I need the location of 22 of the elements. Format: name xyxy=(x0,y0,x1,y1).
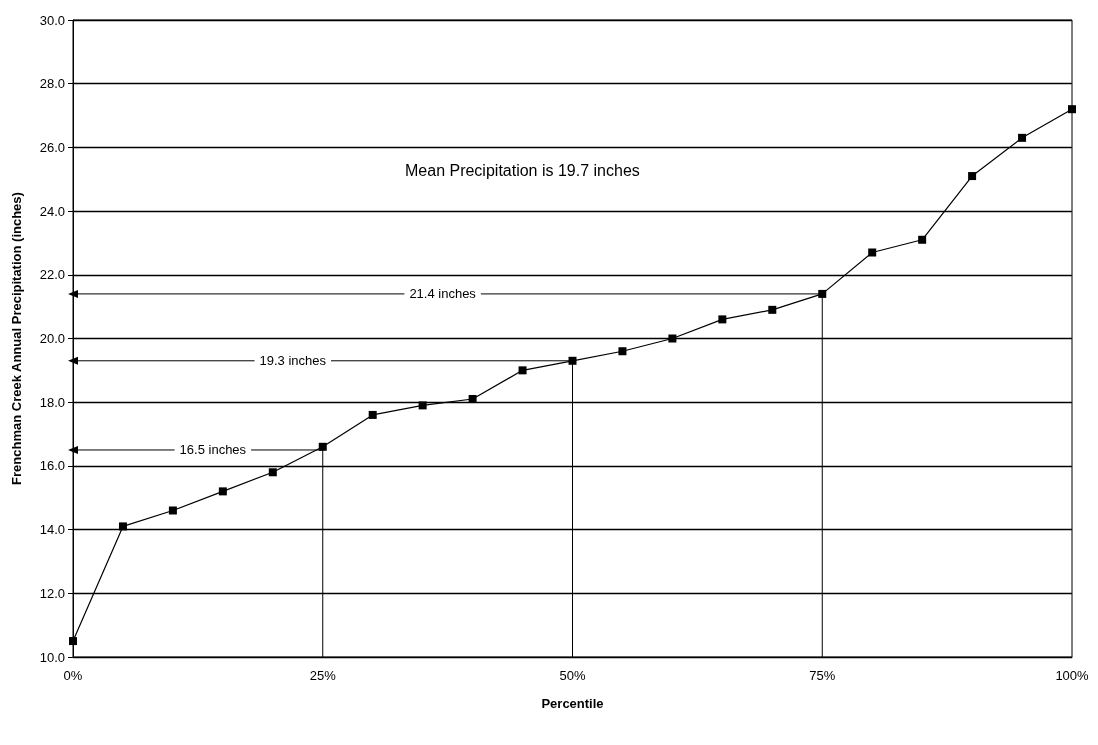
annotation: 21.4 inches xyxy=(409,286,477,302)
y-tick-label: 14.0 xyxy=(39,522,65,538)
y-tick-label: 22.0 xyxy=(39,267,65,283)
y-axis-title: Frenchman Creek Annual Precipitation (inches) xyxy=(9,192,24,485)
x-tick-label: 75% xyxy=(809,668,836,683)
x-tick-label: 50% xyxy=(559,668,586,683)
y-tick-label: 20.0 xyxy=(39,331,65,346)
x-tick-label: 100% xyxy=(1055,668,1090,683)
annotation: 16.5 inches xyxy=(179,442,247,458)
x-tick-label: 25% xyxy=(309,668,337,683)
y-tick-label: 28.0 xyxy=(39,76,65,92)
y-tick-label: 12.0 xyxy=(39,585,65,601)
y-tick-label: 24.0 xyxy=(39,203,65,219)
annotation: Mean Precipitation is 19.7 inches xyxy=(405,161,640,179)
y-tick-label: 10.0 xyxy=(39,649,65,665)
x-tick-label: 0% xyxy=(63,668,83,683)
x-axis-title: Percentile xyxy=(541,696,604,711)
y-tick-label: 16.0 xyxy=(39,458,65,474)
y-tick-label: 30.0 xyxy=(39,12,65,28)
y-tick-label: 18.0 xyxy=(39,394,65,410)
y-tick-label: 26.0 xyxy=(39,139,65,155)
annotation: 19.3 inches xyxy=(259,353,327,369)
